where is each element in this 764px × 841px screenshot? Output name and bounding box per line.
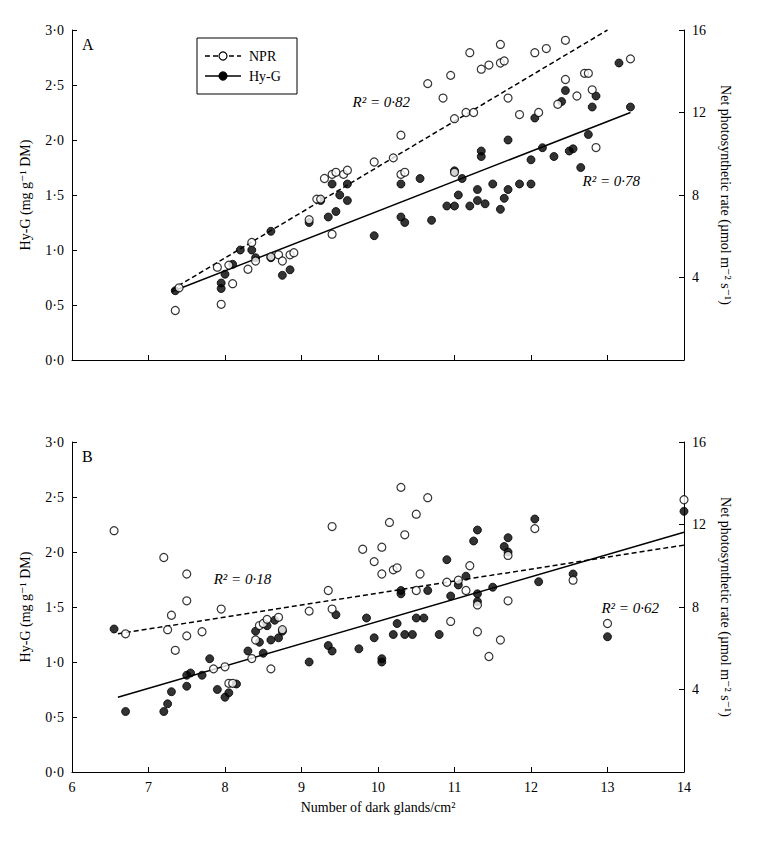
svg-text:6: 6 [69,780,76,795]
svg-text:8: 8 [222,780,229,795]
svg-text:16: 16 [692,435,706,450]
svg-text:1·5: 1·5 [45,600,64,615]
svg-text:Hy-G: Hy-G [249,69,281,84]
svg-text:R² = 0·78: R² = 0·78 [581,173,640,189]
svg-text:9: 9 [298,780,305,795]
svg-text:R² = 0·18: R² = 0·18 [213,571,272,587]
svg-text:12: 12 [692,517,706,532]
svg-text:12: 12 [524,780,538,795]
svg-text:0·0: 0·0 [45,353,64,368]
svg-text:3·0: 3·0 [45,23,64,38]
svg-text:2·0: 2·0 [45,545,64,560]
svg-text:A: A [82,36,94,53]
svg-text:16: 16 [692,23,706,38]
svg-text:4: 4 [692,270,699,285]
svg-text:B: B [82,448,93,465]
svg-text:1·5: 1·5 [45,188,64,203]
svg-text:14: 14 [677,780,691,795]
svg-text:R² = 0·82: R² = 0·82 [352,94,411,110]
svg-text:Net photosynthetic rate (µmol: Net photosynthetic rate (µmol m⁻² s⁻¹) [717,85,733,305]
svg-text:NPR: NPR [249,49,277,64]
svg-text:2·0: 2·0 [45,133,64,148]
svg-text:4: 4 [692,682,699,697]
svg-text:0·0: 0·0 [45,765,64,780]
svg-text:11: 11 [448,780,461,795]
svg-text:3·0: 3·0 [45,435,64,450]
svg-text:8: 8 [692,600,699,615]
svg-text:8: 8 [692,188,699,203]
svg-text:Hy-G (mg g⁻¹ DM): Hy-G (mg g⁻¹ DM) [18,139,34,250]
svg-text:Hy-G (mg g⁻¹ DM): Hy-G (mg g⁻¹ DM) [18,551,34,662]
svg-text:1·0: 1·0 [45,243,64,258]
svg-text:10: 10 [371,780,385,795]
svg-text:7: 7 [145,780,152,795]
svg-text:2·5: 2·5 [45,490,64,505]
svg-text:12: 12 [692,105,706,120]
svg-text:1·0: 1·0 [45,655,64,670]
svg-text:13: 13 [601,780,615,795]
svg-text:0·5: 0·5 [45,298,64,313]
svg-text:0·5: 0·5 [45,710,64,725]
svg-text:2·5: 2·5 [45,78,64,93]
svg-text:Number of dark glands/cm²: Number of dark glands/cm² [301,800,456,815]
svg-text:R² = 0·62: R² = 0·62 [600,600,659,616]
svg-text:Net photosynthetic rate (µmol: Net photosynthetic rate (µmol m⁻² s⁻¹) [717,497,733,717]
